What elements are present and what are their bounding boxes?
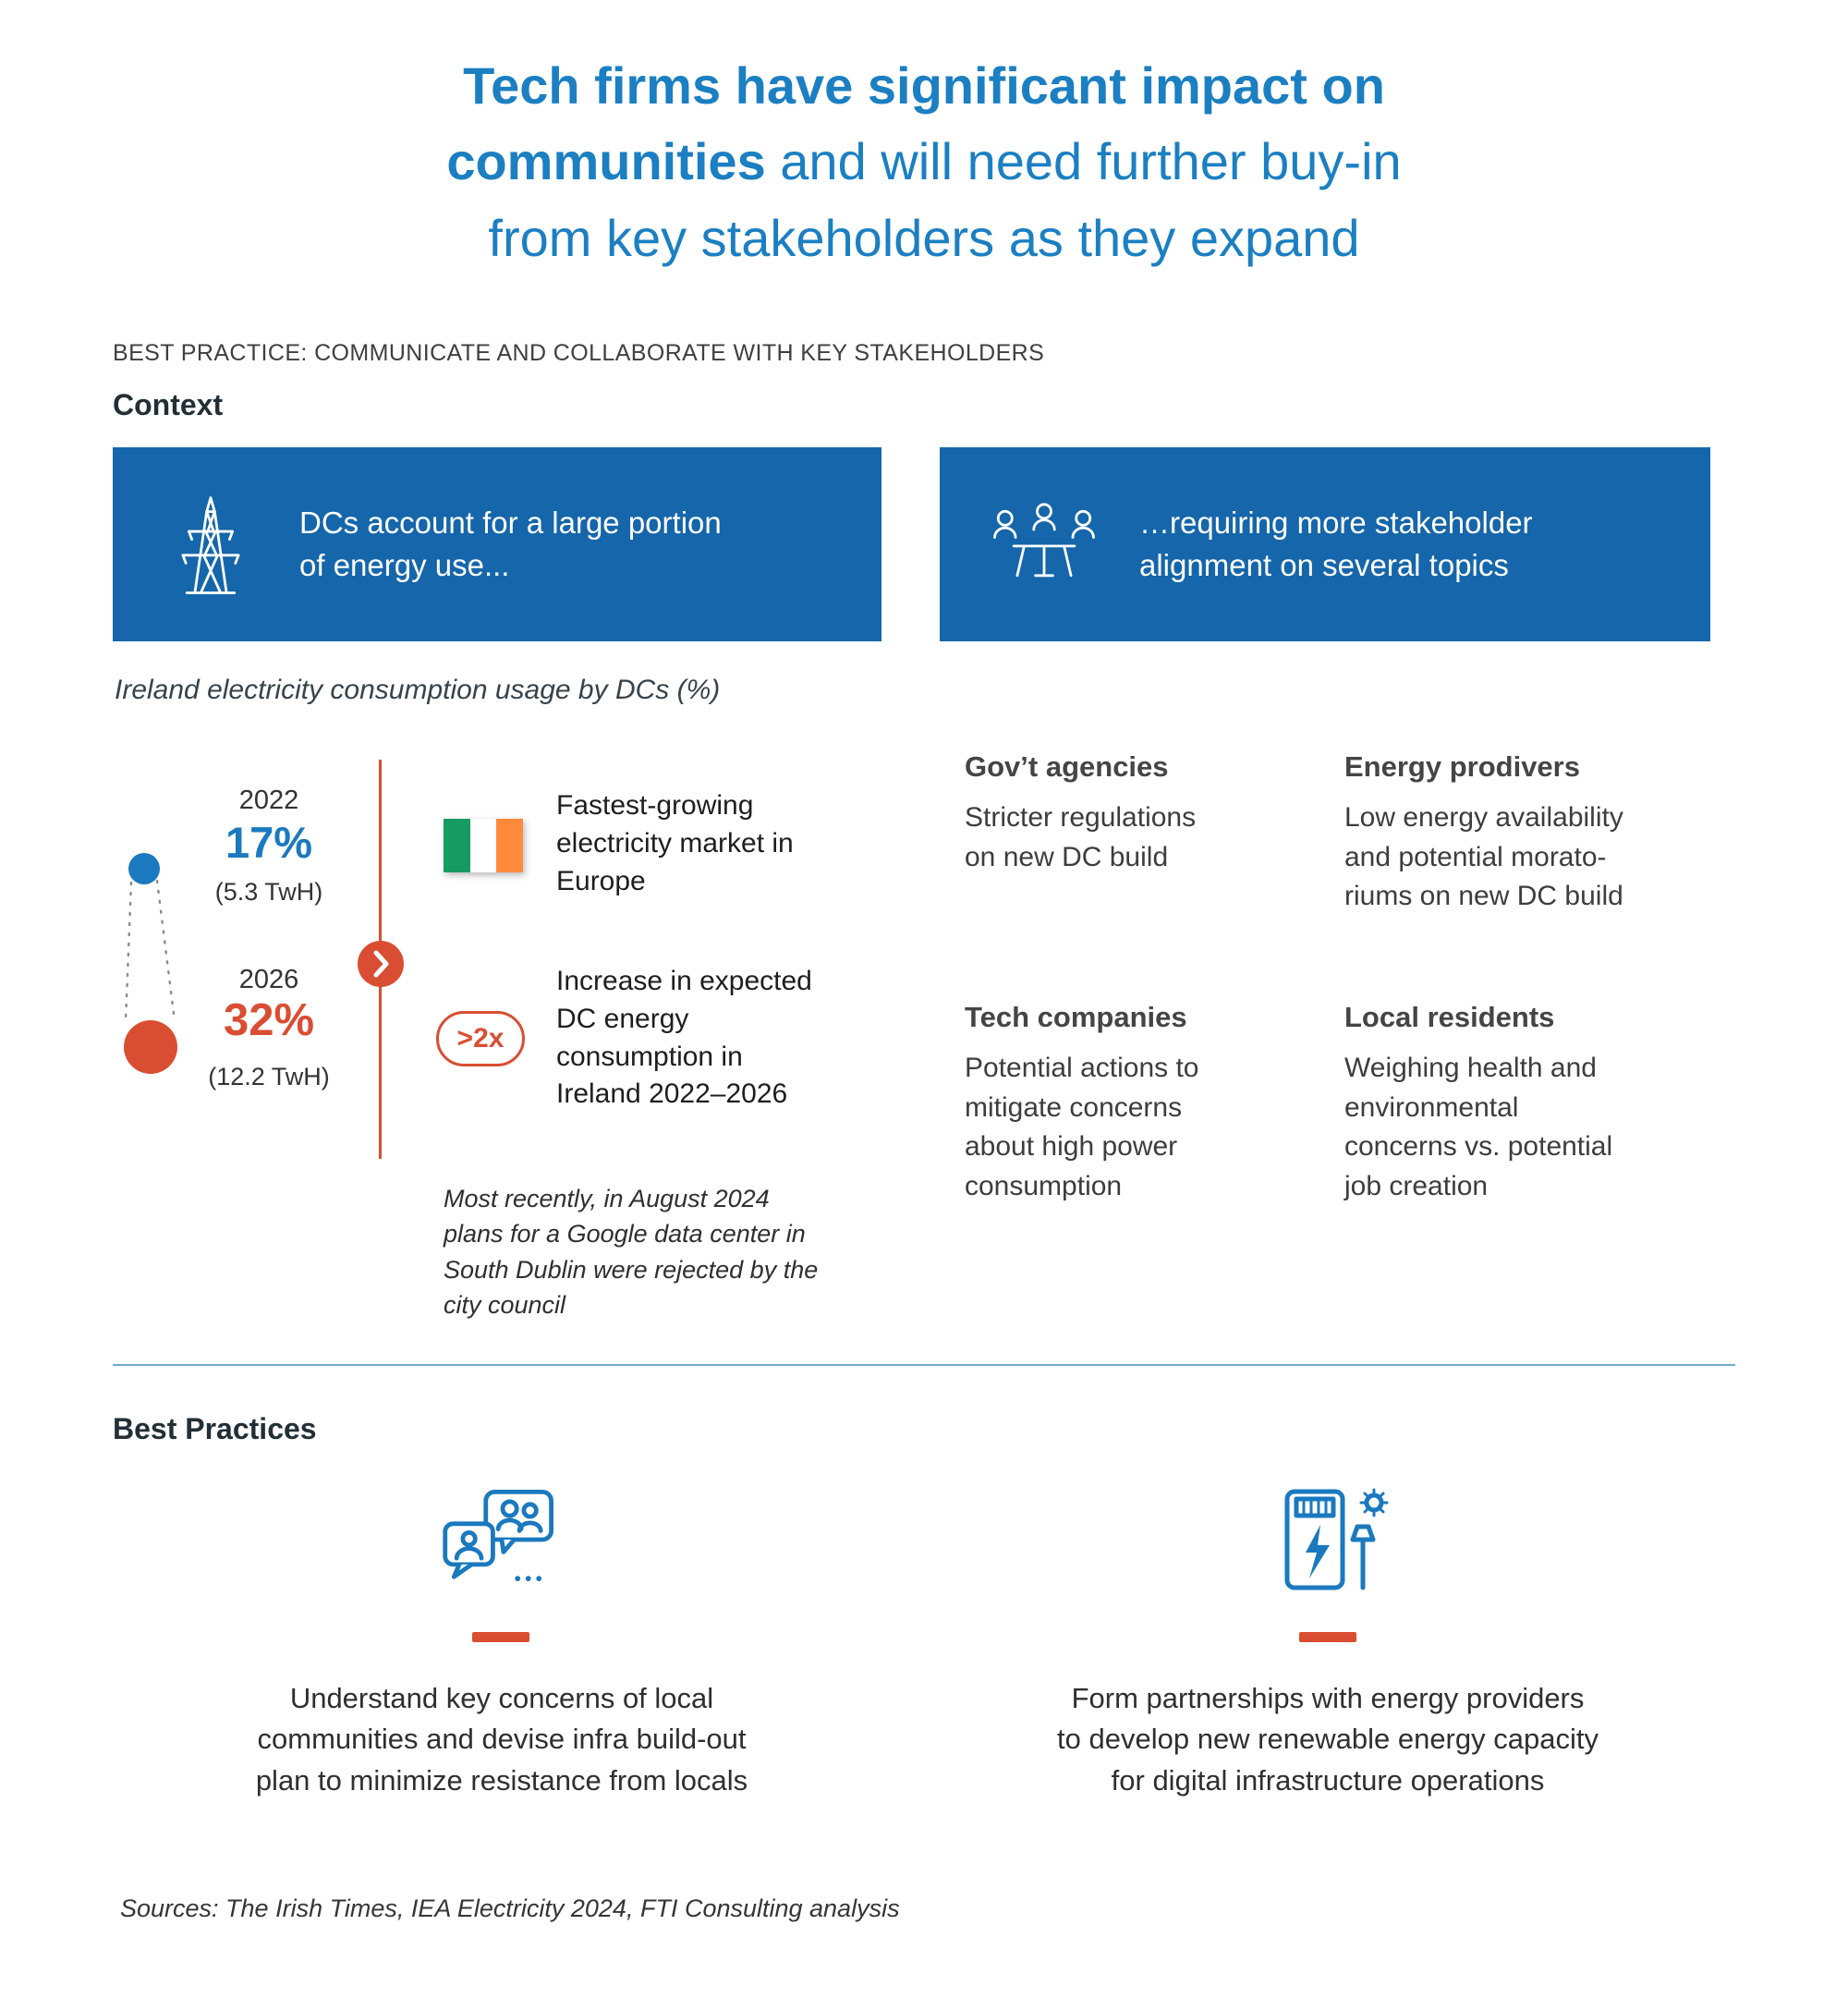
growth-dots-chart bbox=[124, 853, 177, 1074]
year-2026-label: 2026 bbox=[238, 965, 299, 994]
pct-2026: 32% bbox=[223, 995, 315, 1045]
section-divider bbox=[113, 1364, 1735, 1366]
stakeholder-title: Local residents bbox=[1344, 1001, 1555, 1033]
stakeholder-text: Stricter regulations on new DC build bbox=[965, 802, 1197, 872]
page-title: Tech firms have significant impact on co… bbox=[342, 48, 1506, 276]
title-bold: Tech firms have significant impact on co… bbox=[446, 56, 1385, 191]
context-heading: Context bbox=[113, 388, 224, 421]
chart-title: Ireland electricity consumption usage by… bbox=[115, 675, 721, 705]
stakeholder-text: Potential actions to mitigate concerns a… bbox=[965, 1053, 1199, 1201]
stakeholder-title: Energy prodivers bbox=[1344, 750, 1580, 783]
stakeholder-text: Weighing health and environmental concer… bbox=[1344, 1053, 1613, 1201]
accent-bar bbox=[1299, 1632, 1356, 1642]
stakeholder-text: Low energy availability and potential mo… bbox=[1344, 802, 1623, 912]
fact-consumption-increase: Increase in expected DC energy consumpti… bbox=[556, 966, 812, 1110]
title-light: and will need further buy-in from key st… bbox=[488, 132, 1402, 267]
energy-partnership-icon bbox=[1263, 1484, 1392, 1597]
twh-2022: (5.3 TwH) bbox=[214, 878, 323, 906]
stakeholder-meeting-icon bbox=[988, 498, 1100, 591]
banner-energy-use: DCs account for a large portion of energ… bbox=[113, 447, 881, 641]
best-practices-heading: Best Practices bbox=[113, 1412, 317, 1445]
pct-2022: 17% bbox=[225, 818, 313, 867]
stakeholder-title: Tech companies bbox=[965, 1001, 1187, 1033]
kicker: BEST PRACTICE: COMMUNICATE AND COLLABORA… bbox=[113, 340, 1045, 366]
fact-fastest-growing: Fastest-growing electricity market in Eu… bbox=[556, 790, 794, 896]
dot-2022 bbox=[128, 853, 160, 884]
arrow-chevron-icon bbox=[358, 941, 404, 987]
stakeholder-govt-agencies: Gov’t agencies Stricter regulations on n… bbox=[965, 750, 1270, 877]
dot-2026 bbox=[124, 1020, 177, 1074]
rejection-note: Most recently, in August 2024 plans for … bbox=[444, 1185, 819, 1319]
twh-2026: (12.2 TwH) bbox=[208, 1063, 330, 1090]
multiplier-badge: >2x bbox=[436, 1011, 525, 1066]
stakeholder-local-residents: Local residents Weighing health and envi… bbox=[1344, 1001, 1714, 1206]
stakeholder-title: Gov’t agencies bbox=[965, 750, 1169, 783]
ireland-flag-icon bbox=[444, 819, 524, 872]
stakeholder-energy-providers: Energy prodivers Low energy availability… bbox=[1344, 750, 1714, 917]
banner-energy-text: DCs account for a large portion of energ… bbox=[299, 505, 722, 582]
year-2022-label: 2022 bbox=[238, 786, 299, 815]
community-chat-icon bbox=[440, 1484, 564, 1597]
best-practice-text-1: Understand key concerns of local communi… bbox=[255, 1682, 748, 1797]
banner-stakeholders-text: …requiring more stakeholder alignment on… bbox=[1139, 505, 1533, 582]
banner-stakeholders: …requiring more stakeholder alignment on… bbox=[940, 447, 1710, 641]
transmission-tower-icon bbox=[161, 490, 261, 599]
accent-bar bbox=[472, 1632, 529, 1642]
stakeholder-tech-companies: Tech companies Potential actions to miti… bbox=[965, 1001, 1270, 1206]
best-practice-text-2: Form partnerships with energy providers … bbox=[1057, 1682, 1599, 1797]
sources-note: Sources: The Irish Times, IEA Electricit… bbox=[120, 1894, 900, 1922]
